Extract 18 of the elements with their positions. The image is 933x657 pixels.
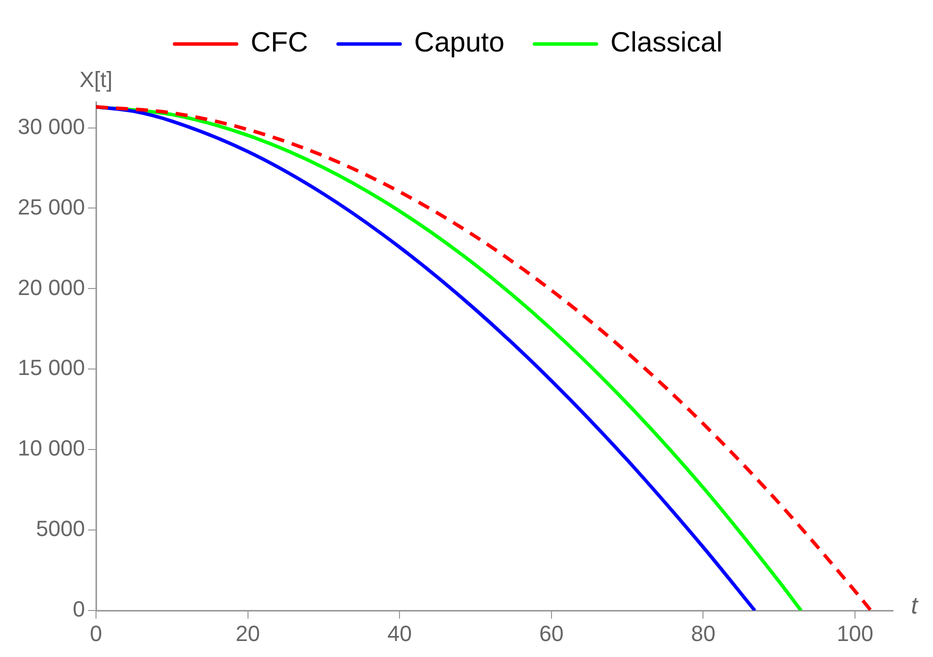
legend-label: Caputo — [414, 26, 504, 58]
y-axis-title: X[t] — [79, 67, 113, 92]
legend-label: CFC — [250, 26, 308, 58]
y-tick-label: 10 000 — [18, 436, 85, 461]
x-tick-label: 100 — [836, 620, 874, 646]
x-tick-label: 60 — [539, 620, 564, 646]
y-tick-label: 30 000 — [18, 114, 85, 139]
y-tick-label: 25 000 — [18, 194, 85, 220]
y-tick-label: 20 000 — [18, 274, 85, 300]
y-tick-label: 15 000 — [18, 355, 85, 380]
legend-label: Classical — [610, 26, 722, 58]
y-tick-label: 5000 — [36, 516, 85, 542]
x-tick-label: 80 — [690, 620, 716, 646]
x-tick-label: 40 — [387, 620, 412, 646]
y-tick-label: 0 — [72, 596, 85, 622]
x-axis-title: t — [911, 592, 919, 620]
x-tick-label: 20 — [236, 620, 260, 646]
x-tick-label: 0 — [90, 620, 102, 646]
